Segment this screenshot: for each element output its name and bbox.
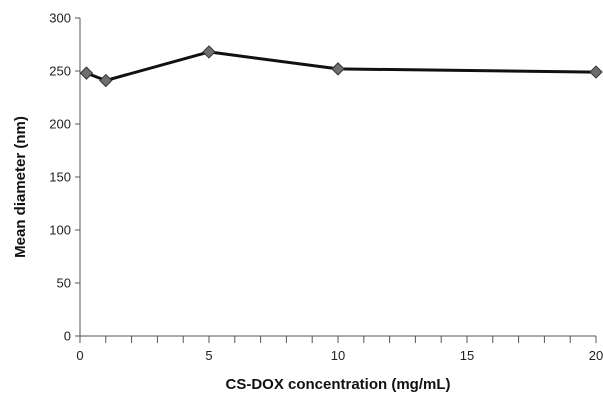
data-point-marker xyxy=(589,65,603,79)
y-tick-label: 0 xyxy=(64,329,71,344)
y-tick-label: 50 xyxy=(57,276,71,291)
y-tick-label: 100 xyxy=(49,223,71,238)
x-tick-label: 15 xyxy=(460,348,474,363)
x-tick-label: 0 xyxy=(76,348,83,363)
data-point-marker xyxy=(331,62,345,76)
series-layer xyxy=(79,45,603,88)
y-axis: 0 50 100 150 200 250 300 xyxy=(49,11,81,344)
x-axis: 0 5 10 15 20 xyxy=(76,335,603,363)
x-tick-label: 5 xyxy=(205,348,212,363)
x-tick-label: 10 xyxy=(331,348,345,363)
y-tick-label: 200 xyxy=(49,117,71,132)
y-tick-label: 250 xyxy=(49,64,71,79)
y-axis-title: Mean diameter (nm) xyxy=(12,116,29,258)
x-tick-label: 20 xyxy=(589,348,603,363)
x-axis-title: CS-DOX concentration (mg/mL) xyxy=(225,376,450,393)
y-tick-label: 300 xyxy=(49,11,71,26)
data-point-marker xyxy=(202,45,216,59)
data-point-marker xyxy=(79,66,94,80)
y-tick-label: 150 xyxy=(49,170,71,185)
data-point-marker xyxy=(99,73,113,88)
